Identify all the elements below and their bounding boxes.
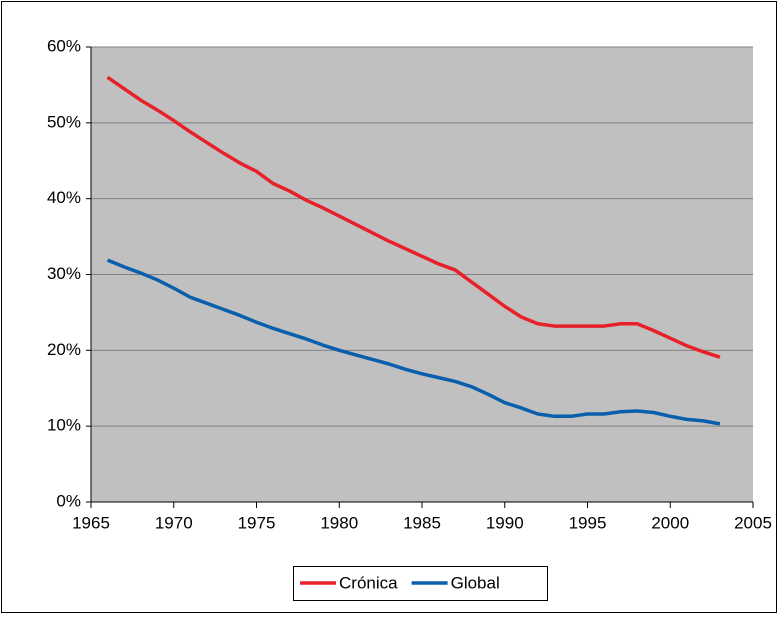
x-tick-label: 1985 — [403, 513, 441, 532]
y-tick-label: 10% — [47, 416, 81, 435]
x-tick-label: 1970 — [155, 513, 193, 532]
legend-label: Crónica — [339, 573, 398, 592]
x-tick-label: 1990 — [486, 513, 524, 532]
y-tick-label: 50% — [47, 112, 81, 131]
x-tick-label: 1975 — [238, 513, 276, 532]
series-line — [106, 75, 721, 359]
x-tick-label: 2000 — [651, 513, 689, 532]
y-tick-label: 30% — [47, 264, 81, 283]
x-tick-label: 1980 — [320, 513, 358, 532]
y-tick-label: 60% — [47, 36, 81, 55]
legend-label: Global — [451, 573, 500, 592]
series-line — [106, 258, 721, 426]
x-tick-label: 1995 — [569, 513, 607, 532]
x-tick-label: 2005 — [734, 513, 772, 532]
y-tick-label: 40% — [47, 188, 81, 207]
y-tick-label: 20% — [47, 340, 81, 359]
x-tick-label: 1965 — [72, 513, 110, 532]
y-tick-label: 0% — [56, 491, 81, 510]
